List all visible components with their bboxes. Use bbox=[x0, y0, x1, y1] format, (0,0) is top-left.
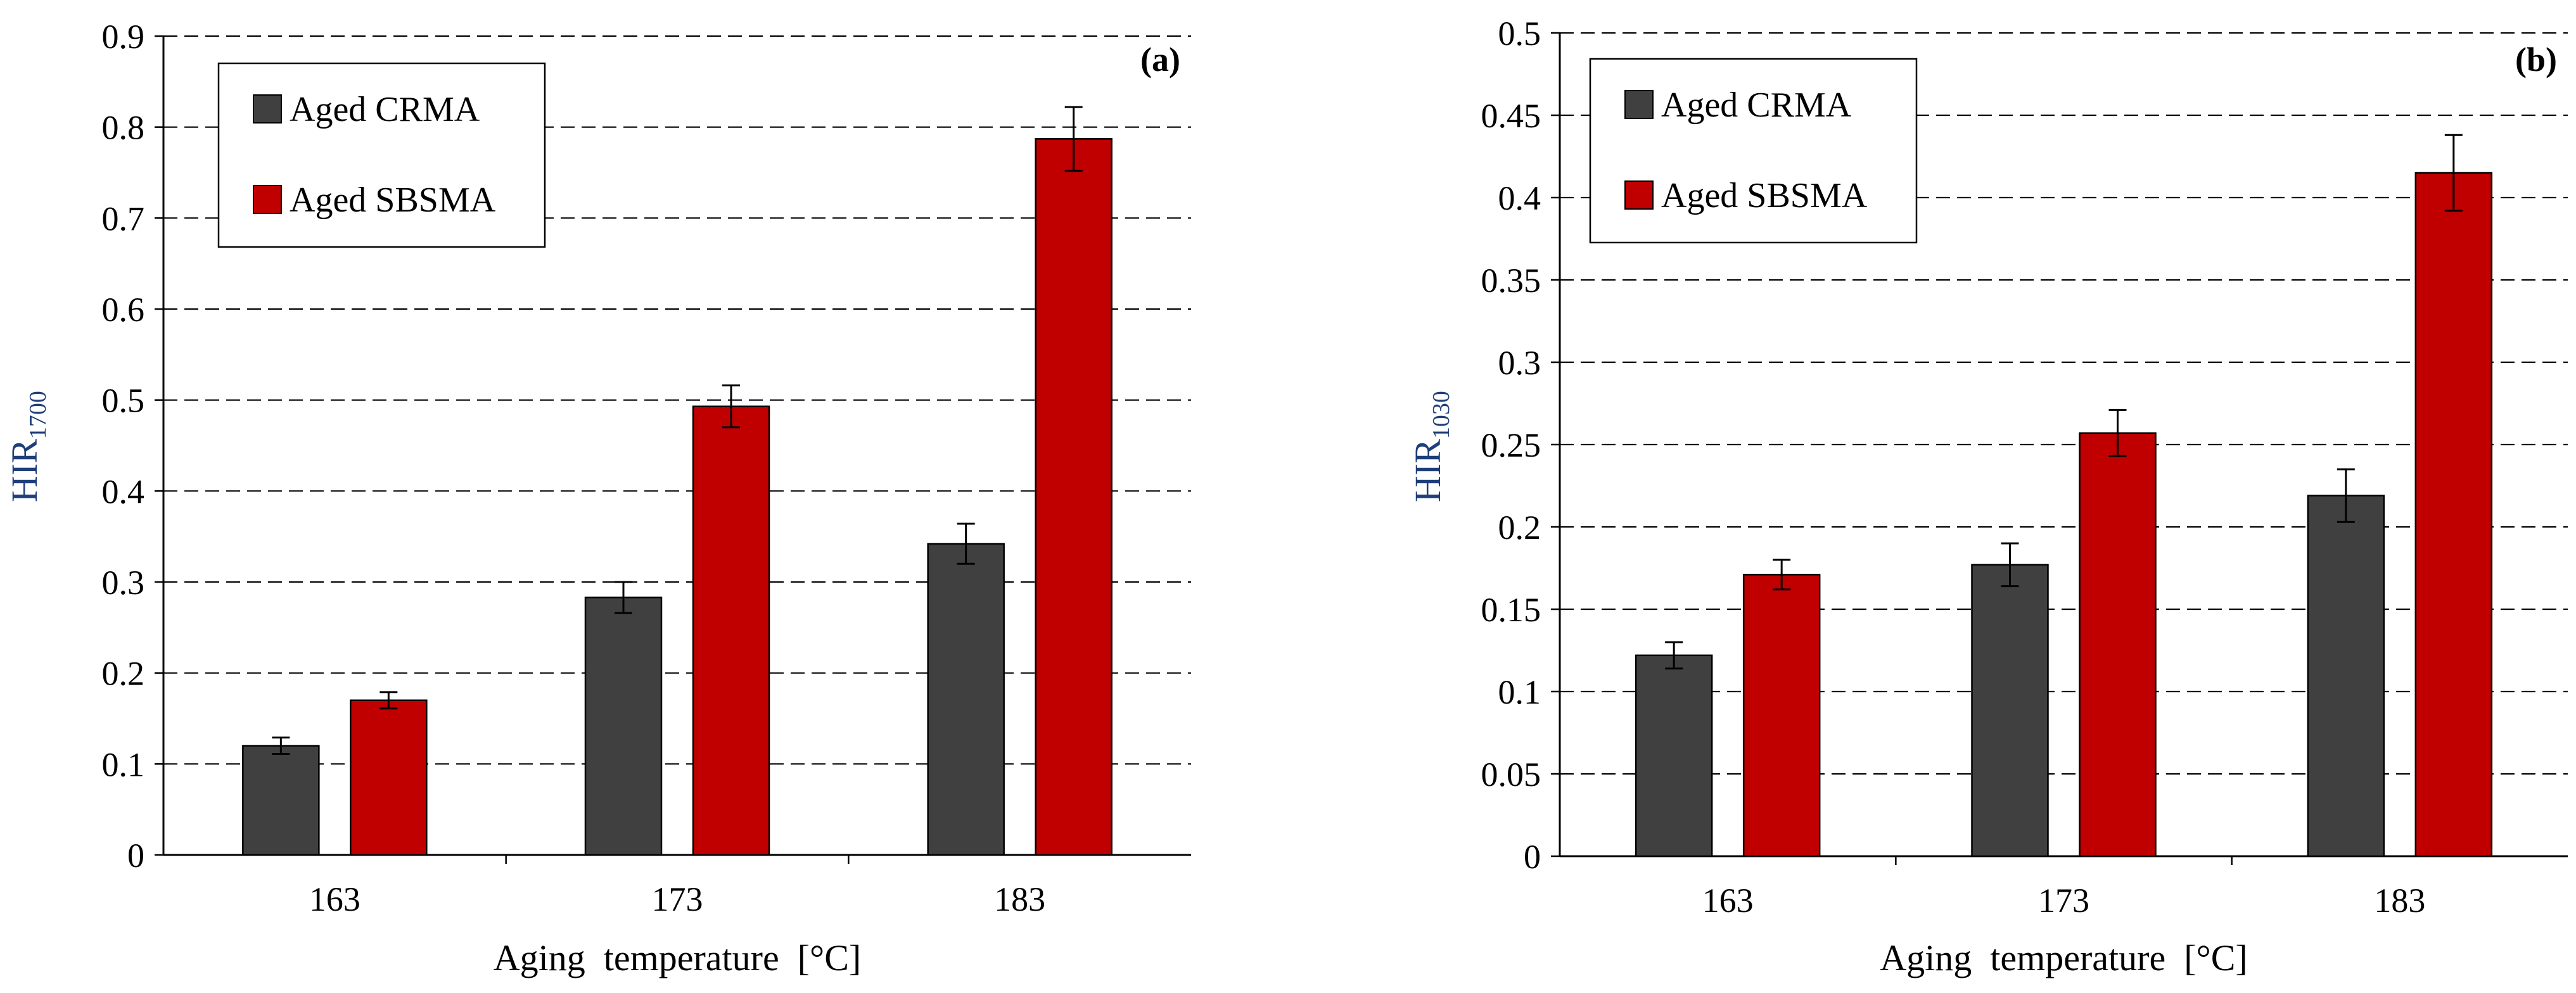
y-tick-label: 0.2 bbox=[1498, 509, 1541, 547]
legend-label: Aged SBSMA bbox=[290, 180, 496, 220]
x-tick-label: 163 bbox=[1702, 882, 1754, 920]
y-tick-label: 0.4 bbox=[1498, 179, 1541, 217]
legend-box bbox=[217, 62, 546, 248]
x-axis-title: Aging temperature [°C] bbox=[494, 937, 861, 978]
y-tick-label: 0.3 bbox=[1498, 344, 1541, 382]
y-axis-title-subscript: 1700 bbox=[25, 391, 51, 439]
y-tick-label: 0.2 bbox=[102, 655, 145, 693]
y-tick-label: 0.7 bbox=[102, 199, 145, 237]
y-tick-label: 0.5 bbox=[102, 382, 145, 420]
panel-label: (b) bbox=[2515, 41, 2557, 79]
y-tick-label: 0.8 bbox=[102, 109, 145, 147]
y-tick-label: 0.05 bbox=[1481, 756, 1541, 794]
legend-label: Aged CRMA bbox=[290, 90, 480, 129]
y-tick-label: 0.3 bbox=[102, 564, 145, 602]
bar-aged-sbsma-183 bbox=[2414, 172, 2493, 857]
y-axis-title-main: HIR bbox=[4, 439, 45, 502]
bar-aged-sbsma-173 bbox=[692, 405, 770, 856]
y-tick-label: 0.1 bbox=[1498, 673, 1541, 711]
y-axis-title-subscript: 1030 bbox=[1428, 391, 1455, 439]
y-tick-label: 0.15 bbox=[1481, 591, 1541, 629]
legend-swatch bbox=[253, 185, 282, 214]
bar-aged-crma-163 bbox=[242, 745, 320, 856]
bar-aged-crma-183 bbox=[2307, 495, 2385, 857]
x-axis-title: Aging temperature [°C] bbox=[1880, 937, 2247, 978]
bar-aged-crma-183 bbox=[927, 543, 1005, 856]
bar-aged-crma-173 bbox=[1971, 564, 2049, 857]
legend-swatch bbox=[253, 94, 282, 123]
bar-aged-sbsma-183 bbox=[1035, 138, 1113, 856]
y-tick-label: 0.1 bbox=[102, 745, 145, 783]
bar-aged-crma-163 bbox=[1635, 654, 1713, 857]
x-tick-label: 173 bbox=[2038, 882, 2089, 920]
chart-panel-b: 0 0.05 0.1 0.15 0.2 0.25 0.3 0.35 0.4 0.45 0.5 163 1… bbox=[1407, 15, 2568, 978]
bar-aged-sbsma-173 bbox=[2079, 432, 2157, 857]
y-tick-label: 0.45 bbox=[1481, 97, 1541, 135]
bar-aged-sbsma-163 bbox=[350, 699, 428, 856]
y-tick-label: 0.5 bbox=[1498, 15, 1541, 53]
legend-swatch bbox=[1624, 180, 1654, 210]
y-tick-label: 0 bbox=[127, 837, 144, 875]
y-tick-label: 0.25 bbox=[1481, 426, 1541, 464]
legend: Aged CRMA Aged SBSMA bbox=[1589, 58, 1918, 244]
y-axis-title-main: HIR bbox=[1407, 439, 1448, 502]
y-axis-title: HIR1700 bbox=[4, 391, 51, 502]
bar-aged-crma-173 bbox=[584, 597, 663, 856]
chart-panel-a: 0 0.1 0.2 0.3 0.4 0.5 0.6 0.7 0.8 0.9 163 173 183 Agi… bbox=[4, 18, 1191, 978]
x-tick-label: 183 bbox=[994, 880, 1045, 918]
y-tick-label: 0.4 bbox=[102, 472, 145, 510]
bar-aged-sbsma-163 bbox=[1742, 574, 1821, 857]
x-tick-label: 163 bbox=[309, 880, 360, 918]
legend-swatch bbox=[1624, 90, 1654, 119]
y-axis-title: HIR1030 bbox=[1407, 391, 1455, 502]
legend-box bbox=[1589, 58, 1918, 244]
y-tick-label: 0.35 bbox=[1481, 262, 1541, 300]
y-tick-label: 0.9 bbox=[102, 18, 145, 56]
x-tick-label: 183 bbox=[2374, 882, 2425, 920]
y-tick-label: 0.6 bbox=[102, 291, 145, 329]
y-tick-label: 0 bbox=[1524, 838, 1541, 876]
x-tick-label: 173 bbox=[652, 880, 703, 918]
panel-label: (a) bbox=[1140, 41, 1180, 79]
legend: Aged CRMA Aged SBSMA bbox=[217, 62, 546, 248]
legend-label: Aged CRMA bbox=[1661, 85, 1852, 125]
legend-label: Aged SBSMA bbox=[1661, 176, 1868, 215]
